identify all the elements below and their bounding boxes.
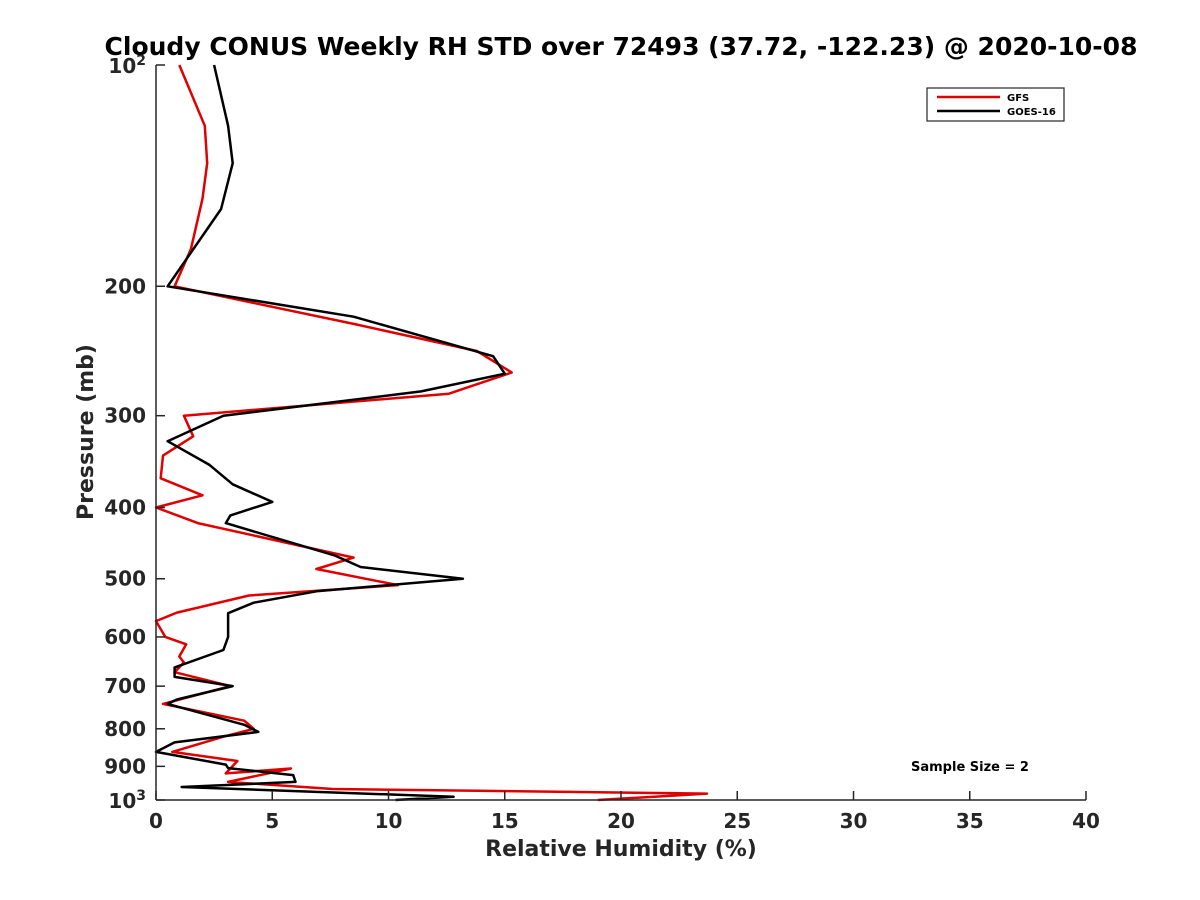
y-tick-label: 102 bbox=[108, 53, 146, 78]
x-ticks: 0 5 10 15 20 25 30 35 40 bbox=[149, 791, 1100, 833]
y-tick-label-base: 10 bbox=[108, 789, 136, 813]
y-tick-label: 700 bbox=[104, 674, 146, 698]
legend-label-goes16: GOES-16 bbox=[1007, 107, 1056, 118]
x-tick-label: 0 bbox=[149, 809, 163, 833]
y-tick-label-exponent: 2 bbox=[136, 53, 146, 69]
y-tick-label: 900 bbox=[104, 754, 146, 778]
x-tick-label: 15 bbox=[491, 809, 519, 833]
plot-axes bbox=[155, 65, 1086, 801]
x-tick-label: 35 bbox=[956, 809, 984, 833]
x-tick-label: 5 bbox=[265, 809, 279, 833]
y-tick-label: 500 bbox=[104, 567, 146, 591]
x-tick-label: 25 bbox=[723, 809, 751, 833]
x-tick-label: 10 bbox=[375, 809, 403, 833]
y-tick-label: 200 bbox=[104, 274, 146, 298]
y-tick-label-exponent: 3 bbox=[136, 788, 146, 804]
series-line-goes16 bbox=[154, 64, 507, 802]
y-axis-label: Pressure (mb) bbox=[74, 344, 99, 520]
y-tick-label: 300 bbox=[104, 404, 146, 428]
chart-title: Cloudy CONUS Weekly RH STD over 72493 (3… bbox=[105, 32, 1138, 61]
y-tick-label: 400 bbox=[104, 496, 146, 520]
x-tick-label: 20 bbox=[607, 809, 635, 833]
y-tick-label: 800 bbox=[104, 717, 146, 741]
y-tick-label: 600 bbox=[104, 625, 146, 649]
series-line-gfs bbox=[154, 64, 709, 802]
legend: GFS GOES-16 bbox=[926, 87, 1065, 122]
series-layer bbox=[154, 64, 709, 802]
y-tick-label: 103 bbox=[108, 788, 146, 813]
x-tick-label: 40 bbox=[1072, 809, 1100, 833]
y-tick-label-base: 10 bbox=[108, 54, 136, 78]
x-tick-label: 30 bbox=[840, 809, 868, 833]
sample-size-annotation: Sample Size = 2 bbox=[911, 760, 1029, 775]
legend-label-gfs: GFS bbox=[1007, 93, 1029, 104]
x-axis-label: Relative Humidity (%) bbox=[485, 837, 757, 862]
legend-box bbox=[926, 87, 1065, 122]
